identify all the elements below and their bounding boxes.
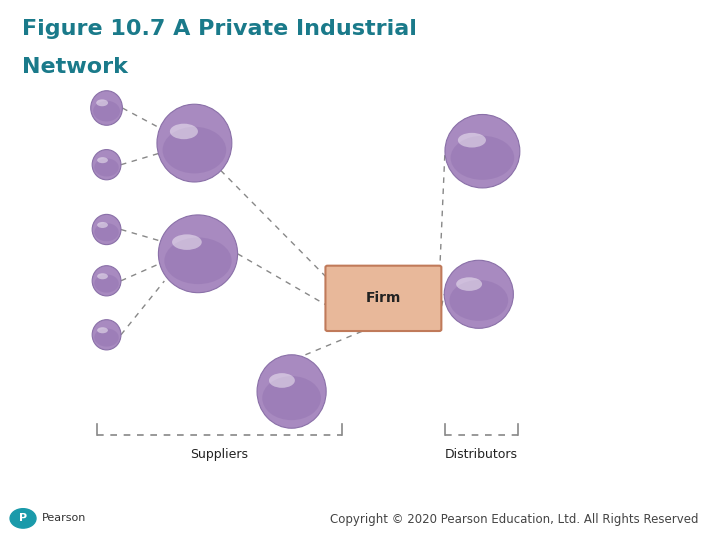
Ellipse shape [164,238,232,284]
FancyBboxPatch shape [325,266,441,331]
Ellipse shape [257,355,326,428]
Ellipse shape [458,133,486,147]
Ellipse shape [94,328,119,347]
Ellipse shape [445,114,520,188]
Text: Distributors: Distributors [445,448,518,461]
Ellipse shape [172,234,202,250]
Ellipse shape [94,223,119,241]
Ellipse shape [451,136,514,180]
Ellipse shape [96,99,108,106]
Ellipse shape [93,101,120,122]
Ellipse shape [94,274,119,293]
Text: Network: Network [22,57,127,77]
Ellipse shape [97,222,108,228]
Ellipse shape [97,157,108,163]
Ellipse shape [444,260,513,328]
Ellipse shape [163,127,226,173]
Text: Suppliers: Suppliers [191,448,248,461]
Text: Copyright © 2020 Pearson Education, Ltd. All Rights Reserved: Copyright © 2020 Pearson Education, Ltd.… [330,514,698,526]
Text: Figure 10.7 A Private Industrial: Figure 10.7 A Private Industrial [22,19,416,39]
Text: Pearson: Pearson [42,514,86,523]
Text: Firm: Firm [366,292,401,305]
Circle shape [10,509,36,528]
Ellipse shape [456,278,482,291]
Text: P: P [19,514,27,523]
Ellipse shape [97,327,108,333]
Ellipse shape [92,150,121,180]
Ellipse shape [92,214,121,245]
Ellipse shape [94,158,119,177]
Ellipse shape [158,215,238,293]
Ellipse shape [157,104,232,182]
Ellipse shape [269,373,295,388]
Ellipse shape [91,91,122,125]
Ellipse shape [92,320,121,350]
Ellipse shape [262,376,321,420]
Ellipse shape [449,280,508,321]
Ellipse shape [170,124,198,139]
Ellipse shape [97,273,108,279]
Ellipse shape [92,266,121,296]
